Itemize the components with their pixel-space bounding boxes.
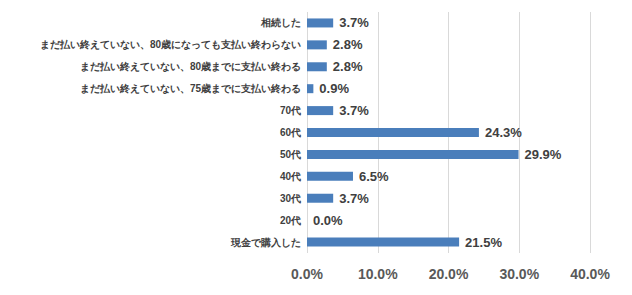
svg-text:0.9%: 0.9% xyxy=(319,81,349,96)
svg-text:3.7%: 3.7% xyxy=(339,103,369,118)
svg-text:40代: 40代 xyxy=(280,171,301,182)
svg-text:まだ払い終えていない、80歳までに支払い終わる: まだ払い終えていない、80歳までに支払い終わる xyxy=(80,61,301,73)
svg-text:30.0%: 30.0% xyxy=(499,266,539,282)
svg-text:0.0%: 0.0% xyxy=(313,213,343,228)
svg-text:3.7%: 3.7% xyxy=(339,15,369,30)
svg-text:10.0%: 10.0% xyxy=(358,266,398,282)
svg-text:20代: 20代 xyxy=(280,215,301,226)
svg-text:2.8%: 2.8% xyxy=(333,37,363,52)
svg-text:30代: 30代 xyxy=(280,193,301,204)
svg-text:6.5%: 6.5% xyxy=(359,169,389,184)
svg-text:40.0%: 40.0% xyxy=(570,266,610,282)
svg-text:50代: 50代 xyxy=(280,149,301,160)
svg-text:まだ払い終えていない、75歳までに支払い終わる: まだ払い終えていない、75歳までに支払い終わる xyxy=(80,83,301,95)
svg-text:70代: 70代 xyxy=(280,105,301,116)
svg-text:29.9%: 29.9% xyxy=(525,147,562,162)
svg-text:現金で購入した: 現金で購入した xyxy=(230,237,301,248)
svg-text:相続した: 相続した xyxy=(260,17,301,28)
svg-text:0.0%: 0.0% xyxy=(291,266,323,282)
svg-text:60代: 60代 xyxy=(280,127,301,138)
svg-text:20.0%: 20.0% xyxy=(429,266,469,282)
svg-text:21.5%: 21.5% xyxy=(465,235,502,250)
svg-text:24.3%: 24.3% xyxy=(485,125,522,140)
svg-text:まだ払い終えていない、80歳になっても支払い終わらない: まだ払い終えていない、80歳になっても支払い終わらない xyxy=(40,39,301,51)
svg-text:3.7%: 3.7% xyxy=(339,191,369,206)
svg-text:2.8%: 2.8% xyxy=(333,59,363,74)
